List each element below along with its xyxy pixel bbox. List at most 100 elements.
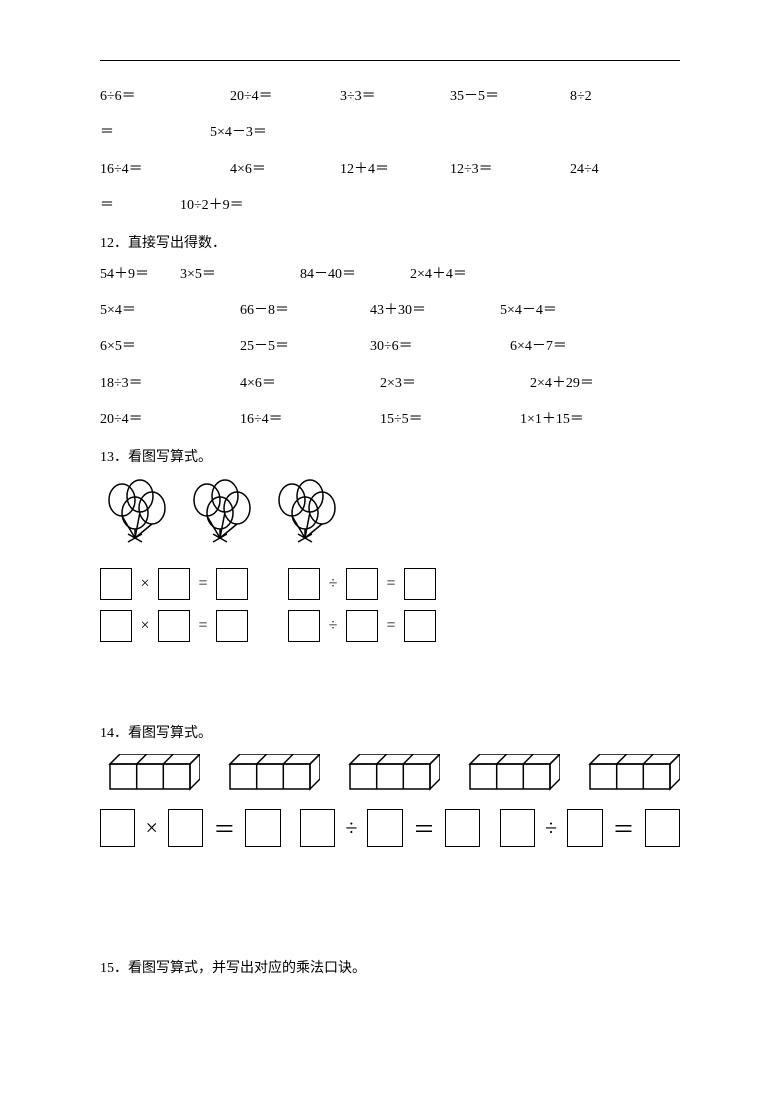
answer-box[interactable] xyxy=(404,610,436,642)
answer-box[interactable] xyxy=(367,809,402,847)
expr: 2×4＋29＝ xyxy=(530,373,594,395)
expr: 54＋9＝ xyxy=(100,264,180,286)
expr: 25－5＝ xyxy=(240,336,370,358)
answer-box[interactable] xyxy=(158,610,190,642)
answer-box[interactable] xyxy=(168,809,203,847)
times-op: × xyxy=(138,575,152,593)
expr: ＝ xyxy=(100,122,210,144)
answer-box[interactable] xyxy=(100,610,132,642)
expr: 2×3＝ xyxy=(380,373,530,395)
times-op: × xyxy=(139,815,163,841)
answer-box[interactable] xyxy=(100,809,135,847)
worksheet-page: 6÷6＝ 20÷4＝ 3÷3＝ 35－5＝ 8÷2 ＝ 5×4－3＝ 16÷4＝… xyxy=(0,0,780,1103)
answer-box[interactable] xyxy=(445,809,480,847)
expr: 16÷4＝ xyxy=(100,159,230,181)
expr: 20÷4＝ xyxy=(100,409,240,431)
answer-box[interactable] xyxy=(346,610,378,642)
expr: 15÷5＝ xyxy=(380,409,520,431)
expr: 5×4＝ xyxy=(100,300,240,322)
equation-row: × = ÷ = xyxy=(100,568,680,600)
expr: 10÷2＋9＝ xyxy=(180,195,244,217)
answer-box[interactable] xyxy=(300,809,335,847)
expr: 6×4－7＝ xyxy=(510,336,567,358)
expr: 30÷6＝ xyxy=(370,336,510,358)
equals-op: = xyxy=(196,575,210,593)
expr: 3×5＝ xyxy=(180,264,300,286)
math-row: 6÷6＝ 20÷4＝ 3÷3＝ 35－5＝ 8÷2 xyxy=(100,86,680,108)
block-group-icon xyxy=(100,754,200,794)
expr: 2×4＋4＝ xyxy=(410,264,467,286)
section-12-title: 12．直接写出得数． xyxy=(100,232,680,252)
div-equation: ÷ = xyxy=(288,610,436,642)
equals-op: = xyxy=(196,617,210,635)
block-group-icon xyxy=(580,754,680,794)
div-equation: ÷ = xyxy=(288,568,436,600)
equals-op: = xyxy=(384,617,398,635)
section-14-title: 14．看图写算式。 xyxy=(100,722,680,742)
answer-box[interactable] xyxy=(288,568,320,600)
expr: 35－5＝ xyxy=(450,86,570,108)
expr: 6×5＝ xyxy=(100,336,240,358)
math-row: ＝ 5×4－3＝ xyxy=(100,122,680,144)
expr: 16÷4＝ xyxy=(240,409,380,431)
block-group-icon xyxy=(460,754,560,794)
expr: 3÷3＝ xyxy=(340,86,450,108)
expr: 6÷6＝ xyxy=(100,86,230,108)
math-row: 20÷4＝ 16÷4＝ 15÷5＝ 1×1＋15＝ xyxy=(100,409,680,431)
equals-op: ＝ xyxy=(207,812,241,844)
answer-box[interactable] xyxy=(567,809,602,847)
equals-op: ＝ xyxy=(407,812,441,844)
section-13-title: 13．看图写算式。 xyxy=(100,446,680,466)
div-op: ÷ xyxy=(326,575,340,593)
expr: 4×6＝ xyxy=(230,159,340,181)
balloons-illustration xyxy=(100,478,680,553)
expr: 12＋4＝ xyxy=(340,159,450,181)
balloon-bunch-icon xyxy=(270,478,345,553)
expr: 4×6＝ xyxy=(240,373,380,395)
answer-box[interactable] xyxy=(500,809,535,847)
div-op: ÷ xyxy=(326,617,340,635)
answer-box[interactable] xyxy=(100,568,132,600)
balloon-bunch-icon xyxy=(185,478,260,553)
answer-box[interactable] xyxy=(404,568,436,600)
equation-row: × = ÷ = xyxy=(100,610,680,642)
answer-box[interactable] xyxy=(245,809,280,847)
equation-row-large: × ＝ ÷ ＝ ÷ ＝ xyxy=(100,809,680,847)
block-group-icon xyxy=(340,754,440,794)
expr: 1×1＋15＝ xyxy=(520,409,584,431)
answer-box[interactable] xyxy=(288,610,320,642)
expr: 20÷4＝ xyxy=(230,86,340,108)
mult-equation: × = xyxy=(100,568,248,600)
expr: 24÷4 xyxy=(570,159,599,181)
math-row: 54＋9＝ 3×5＝ 84－40＝ 2×4＋4＝ xyxy=(100,264,680,286)
expr: 84－40＝ xyxy=(300,264,410,286)
equals-op: = xyxy=(384,575,398,593)
div-op: ÷ xyxy=(339,815,363,841)
math-row: 18÷3＝ 4×6＝ 2×3＝ 2×4＋29＝ xyxy=(100,373,680,395)
math-row: 5×4＝ 66－8＝ 43＋30＝ 5×4－4＝ xyxy=(100,300,680,322)
expr: ＝ xyxy=(100,195,180,217)
expr: 43＋30＝ xyxy=(370,300,500,322)
answer-box[interactable] xyxy=(645,809,680,847)
top-rule xyxy=(100,60,680,61)
answer-box[interactable] xyxy=(346,568,378,600)
balloon-bunch-icon xyxy=(100,478,175,553)
equals-op: ＝ xyxy=(607,812,641,844)
answer-box[interactable] xyxy=(158,568,190,600)
div-op: ÷ xyxy=(539,815,563,841)
expr: 66－8＝ xyxy=(240,300,370,322)
expr: 18÷3＝ xyxy=(100,373,240,395)
answer-box[interactable] xyxy=(216,568,248,600)
expr: 5×4－3＝ xyxy=(210,122,267,144)
expr: 12÷3＝ xyxy=(450,159,570,181)
math-row: 16÷4＝ 4×6＝ 12＋4＝ 12÷3＝ 24÷4 xyxy=(100,159,680,181)
expr: 5×4－4＝ xyxy=(500,300,557,322)
math-row: 6×5＝ 25－5＝ 30÷6＝ 6×4－7＝ xyxy=(100,336,680,358)
times-op: × xyxy=(138,617,152,635)
section-15-title: 15．看图写算式，并写出对应的乘法口诀。 xyxy=(100,957,680,977)
expr: 8÷2 xyxy=(570,86,592,108)
block-group-icon xyxy=(220,754,320,794)
blocks-illustration xyxy=(100,754,680,794)
math-row: ＝ 10÷2＋9＝ xyxy=(100,195,680,217)
answer-box[interactable] xyxy=(216,610,248,642)
